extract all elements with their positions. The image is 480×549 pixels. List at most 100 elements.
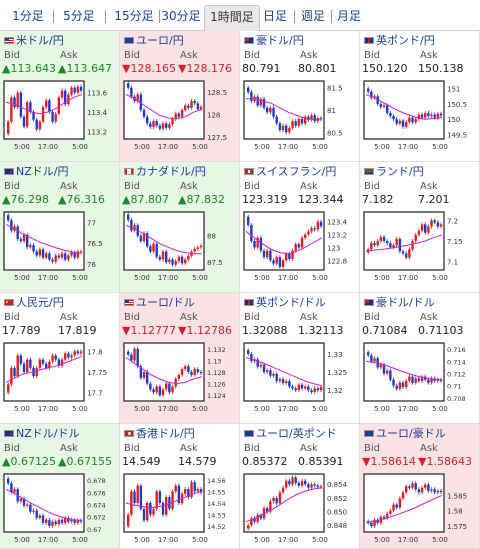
pair-title-link[interactable]: ユーロ/ドル <box>124 295 195 311</box>
candle-body <box>370 91 373 98</box>
candle-body <box>266 370 269 372</box>
ask-label: Ask <box>60 50 78 61</box>
bid-value: ▼1.58614 <box>362 455 416 468</box>
y-tick-label: 123 <box>327 244 340 252</box>
price-chart: 0.678 0.676 0.674 0.672 0.67 5:00 17:00 5:00 <box>0 470 118 548</box>
tab-1[interactable]: 1分足 <box>12 9 44 23</box>
rate-tile[interactable]: ユーロ/豪ドル Bid Ask ▼1.58614 ▼1.58643 1.585 1.58 1.… <box>360 424 480 549</box>
x-tick-label: 17:00 <box>158 405 178 413</box>
tab-3[interactable]: 15分足 <box>114 9 154 23</box>
pair-title-link[interactable]: NZドル/ドル <box>4 426 79 442</box>
y-tick-label: 81.5 <box>327 85 343 93</box>
tab-6[interactable]: 日足 <box>262 9 287 23</box>
candle-body <box>417 230 421 235</box>
candle-body <box>54 355 57 360</box>
pair-title-link[interactable]: ユーロ/豪ドル <box>364 426 446 442</box>
candle-body <box>310 228 313 232</box>
candle-body <box>392 379 395 386</box>
pair-title-link[interactable]: スイスフラン/円 <box>244 164 336 180</box>
x-tick-label: 17:00 <box>278 405 298 413</box>
candle-body <box>190 101 193 108</box>
pair-title-link[interactable]: 豪ドル/円 <box>244 33 304 49</box>
y-tick-label: 7.15 <box>447 238 463 246</box>
pair-title-link[interactable]: 香港ドル/円 <box>124 426 195 442</box>
candle-body <box>395 238 398 246</box>
candle-body <box>405 486 408 493</box>
candle-body <box>370 355 373 362</box>
rate-tile[interactable]: 豪ドル/ドル Bid Ask 0.71084 0.71103 0.716 0.714 0.71… <box>360 293 480 424</box>
x-tick-label: 5:00 <box>254 143 270 151</box>
candle-body <box>38 121 42 130</box>
candle-body <box>155 121 158 126</box>
y-tick-label: 76 <box>87 261 96 269</box>
tab-4[interactable]: 30分足 <box>161 9 201 23</box>
flag-icon <box>244 429 254 437</box>
candle-body <box>379 103 383 107</box>
candle-body <box>275 373 278 382</box>
candle-body <box>439 224 443 227</box>
rate-tile[interactable]: 人民元/円 Bid Ask 17.789 17.819 17.8 17.75 17.7 5:00… <box>0 293 120 424</box>
candle-body <box>57 519 61 525</box>
x-tick-label: 17:00 <box>158 536 178 544</box>
x-tick-label: 5:00 <box>254 536 270 544</box>
candle-body <box>41 515 45 523</box>
candle-body <box>48 361 51 368</box>
pair-name: 英ポンド/円 <box>376 34 435 47</box>
x-tick-label: 5:00 <box>192 143 208 151</box>
y-tick-label: 1.32 <box>327 387 343 395</box>
candle-body <box>427 379 430 383</box>
candle-body <box>427 113 430 117</box>
candle-body <box>136 94 139 102</box>
candle-body <box>142 110 146 117</box>
pair-title-link[interactable]: カナダドル/円 <box>124 164 206 180</box>
candle-body <box>139 366 143 378</box>
pair-title-link[interactable]: 英ポンド/円 <box>364 33 435 49</box>
candle-body <box>184 105 187 110</box>
rate-tile[interactable]: 英ポンド/ドル Bid Ask 1.32088 1.32113 1.33 1.325 1.32… <box>240 293 360 424</box>
pair-title-link[interactable]: ランド/円 <box>364 164 424 180</box>
candle-body <box>41 107 45 122</box>
tab-2[interactable]: 5分足 <box>63 9 95 23</box>
candle-body <box>174 378 177 387</box>
candle-body <box>70 355 73 358</box>
pair-title-link[interactable]: 豪ドル/ドル <box>364 295 435 311</box>
pair-title-link[interactable]: 英ポンド/ドル <box>244 295 326 311</box>
pair-title-link[interactable]: NZドル/円 <box>4 164 68 180</box>
tab-7[interactable]: 週足 <box>300 9 325 23</box>
candle-body <box>76 351 80 354</box>
y-tick-label: 0.714 <box>447 358 466 366</box>
pair-title-link[interactable]: ユーロ/英ポンド <box>244 426 337 442</box>
tab-8[interactable]: 月足 <box>336 9 361 23</box>
tab-5[interactable]: 1時間足 <box>204 5 260 31</box>
rate-tile[interactable]: カナダドル/円 Bid Ask ▲87.807 ▲87.832 88 87.5 5:00 17:… <box>120 162 240 293</box>
x-tick-label: 5:00 <box>192 536 208 544</box>
rate-tile[interactable]: 英ポンド/円 Bid Ask 150.120 150.138 151 150.5 150 149… <box>360 31 480 162</box>
rate-tile[interactable]: 香港ドル/円 Bid Ask 14.549 14.579 14.56 14.55 14.54 1… <box>120 424 240 549</box>
rate-tile[interactable]: 豪ドル/円 Bid Ask 80.791 80.801 81.5 81 80.5 5:00 17:… <box>240 31 360 162</box>
y-tick-label: 113.4 <box>87 109 108 117</box>
candle-body <box>199 245 203 248</box>
rate-tile[interactable]: ユーロ/円 Bid Ask ▼128.165 ▼128.176 128.5 128 127.5… <box>120 31 240 162</box>
pair-title-link[interactable]: 米ドル/円 <box>4 33 64 49</box>
candle-body <box>190 372 193 375</box>
pair-title-link[interactable]: ユーロ/円 <box>124 33 184 49</box>
candle-body <box>370 243 373 250</box>
x-tick-label: 17:00 <box>278 274 298 282</box>
candle-body <box>196 369 200 372</box>
candle-body <box>79 351 83 354</box>
rate-tile[interactable]: NZドル/ドル Bid Ask ▲0.67125 ▲0.67155 0.678 0.676 0… <box>0 424 120 549</box>
rate-tile[interactable]: 米ドル/円 Bid Ask ▲113.643 ▲113.647 113.6 113.4 113… <box>0 31 120 162</box>
rate-tile[interactable]: ユーロ/ドル Bid Ask ▼1.12777 ▼1.12786 1.132 1.13 1.1… <box>120 293 240 424</box>
rate-tile[interactable]: NZドル/円 Bid Ask ▲76.298 ▲76.316 77 76.5 76 5:00 17… <box>0 162 120 293</box>
pair-title-link[interactable]: 人民元/円 <box>4 295 64 311</box>
bid-label: Bid <box>244 443 260 454</box>
rate-tile[interactable]: ユーロ/英ポンド Bid Ask 0.85372 0.85391 0.854 0.852 0.… <box>240 424 360 549</box>
rate-tile[interactable]: スイスフラン/円 Bid Ask 123.319 123.344 123.4 123.2 12… <box>240 162 360 293</box>
pair-name: NZドル/円 <box>16 165 69 178</box>
rate-tile[interactable]: ランド/円 Bid Ask 7.182 7.201 7.2 7.15 7.1 5:00 17:00… <box>360 162 480 293</box>
x-tick-label: 5:00 <box>134 405 150 413</box>
bid-label: Bid <box>244 181 260 192</box>
candle-body <box>184 489 187 494</box>
candle-body <box>420 376 424 381</box>
chart-svg: 0.678 0.676 0.674 0.672 0.67 5:00 17:00 5:00 <box>3 473 106 544</box>
